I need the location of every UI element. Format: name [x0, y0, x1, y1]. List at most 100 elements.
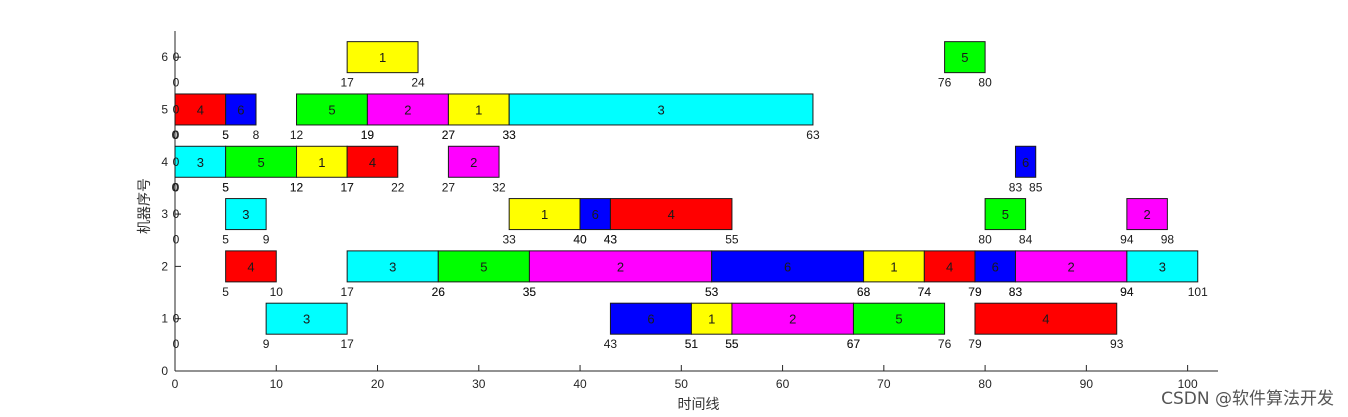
task-bar-m6-j5: 5: [944, 41, 986, 74]
task-start-label: 83: [1009, 285, 1023, 299]
x-tick-label: 40: [573, 377, 587, 391]
task-end-label: 68: [857, 285, 871, 299]
task-bar-rect: [984, 198, 1027, 231]
task-bar-m2-j3: 3: [1126, 250, 1199, 283]
task-job-label: 4: [197, 102, 204, 117]
task-end-label: 26: [432, 285, 446, 299]
task-bar-m5-j3: 3: [508, 93, 814, 126]
task-end-label: 5: [222, 128, 229, 142]
task-end-label: 10: [270, 285, 284, 299]
task-end-label: 12: [290, 180, 304, 194]
task-bar-rect: [528, 250, 713, 283]
task-bar-m2-j6: 6: [974, 250, 1016, 283]
task-end-label: 74: [918, 285, 932, 299]
task-job-label: 4: [668, 207, 675, 222]
task-end-label: 85: [1029, 180, 1043, 194]
task-end-label: 101: [1188, 285, 1208, 299]
task-bar-rect: [508, 198, 581, 231]
task-start-label: 26: [432, 285, 446, 299]
task-job-label: 3: [197, 155, 204, 170]
x-tick-label: 30: [472, 377, 486, 391]
task-end-label: 8: [253, 128, 260, 142]
task-job-label: 4: [1042, 312, 1049, 327]
task-start-label: 40: [573, 233, 587, 247]
task-end-label: 83: [1009, 285, 1023, 299]
task-bar-rect: [1126, 198, 1168, 231]
machine-zero-marker: 0: [173, 102, 180, 116]
task-end-label: 98: [1161, 233, 1175, 247]
task-job-label: 5: [480, 259, 487, 274]
machine-zero-time-label: 0: [173, 76, 180, 90]
task-start-label: 53: [705, 285, 719, 299]
task-bar-m5-j2: 2: [366, 93, 449, 126]
task-job-label: 5: [328, 102, 335, 117]
task-job-label: 4: [369, 155, 376, 170]
task-bar-m4-j5: 5: [225, 145, 298, 178]
machine-zero-time-label: 0: [173, 180, 180, 194]
task-start-label: 51: [685, 337, 699, 351]
task-bar-rect: [225, 145, 298, 178]
task-job-label: 5: [961, 50, 968, 65]
task-start-label: 5: [222, 285, 229, 299]
task-start-label: 80: [978, 233, 992, 247]
task-start-label: 17: [340, 285, 354, 299]
task-bar-m1-j4: 4: [974, 302, 1118, 335]
task-job-label: 6: [237, 102, 244, 117]
task-bar-rect: [974, 302, 1118, 335]
task-bar-m2-j3: 3: [346, 250, 439, 283]
task-start-label: 68: [857, 285, 871, 299]
task-end-label: 19: [361, 128, 375, 142]
task-bar-m4-j1: 1: [296, 145, 348, 178]
task-bar-m2-j4: 4: [923, 250, 976, 283]
task-end-label: 17: [340, 180, 354, 194]
watermark-text: CSDN @软件算法开发: [1161, 389, 1334, 409]
task-job-label: 4: [946, 259, 953, 274]
task-start-label: 94: [1120, 233, 1134, 247]
task-job-label: 2: [470, 155, 477, 170]
task-bar-m2-j2: 2: [528, 250, 713, 283]
task-bar-rect: [174, 145, 227, 178]
task-start-label: 79: [968, 337, 982, 351]
task-bar-rect: [225, 93, 257, 126]
task-bar-rect: [296, 145, 348, 178]
task-end-label: 93: [1110, 337, 1124, 351]
task-bar-rect: [711, 250, 865, 283]
x-axis-label: 时间线: [678, 396, 720, 412]
machine-zero-time-label: 0: [173, 337, 180, 351]
task-bar-m3-j2: 2: [1126, 198, 1168, 231]
x-tick-label: 50: [675, 377, 689, 391]
task-bar-rect: [852, 302, 946, 335]
task-bar-m4-j4: 4: [346, 145, 399, 178]
task-bar-m2-j5: 5: [437, 250, 530, 283]
task-bar-rect: [366, 93, 449, 126]
task-end-label: 22: [391, 180, 405, 194]
task-start-label: 55: [725, 337, 739, 351]
task-job-label: 6: [647, 312, 654, 327]
task-job-label: 5: [257, 155, 264, 170]
x-tick-label: 0: [172, 377, 179, 391]
y-tick-label: 3: [161, 207, 168, 221]
task-end-label: 27: [442, 128, 456, 142]
task-end-label: 35: [523, 285, 537, 299]
task-start-label: 33: [502, 128, 516, 142]
task-start-label: 5: [222, 233, 229, 247]
task-bar-m4-j2: 2: [447, 145, 500, 178]
task-bar-m3-j3: 3: [225, 198, 267, 231]
task-job-label: 1: [379, 50, 386, 65]
task-end-label: 76: [938, 337, 952, 351]
task-job-label: 3: [389, 259, 396, 274]
task-job-label: 6: [1022, 155, 1029, 170]
task-bar-m3-j5: 5: [984, 198, 1027, 231]
y-tick-label: 5: [161, 102, 168, 116]
y-tick-label: 1: [161, 312, 168, 326]
task-start-label: 76: [938, 76, 952, 90]
task-start-label: 19: [361, 128, 375, 142]
task-bar-m2-j2: 2: [1014, 250, 1128, 283]
x-tick-label: 80: [978, 377, 992, 391]
task-end-label: 24: [411, 76, 425, 90]
task-end-label: 94: [1120, 285, 1134, 299]
task-job-label: 2: [404, 102, 411, 117]
task-job-label: 1: [318, 155, 325, 170]
